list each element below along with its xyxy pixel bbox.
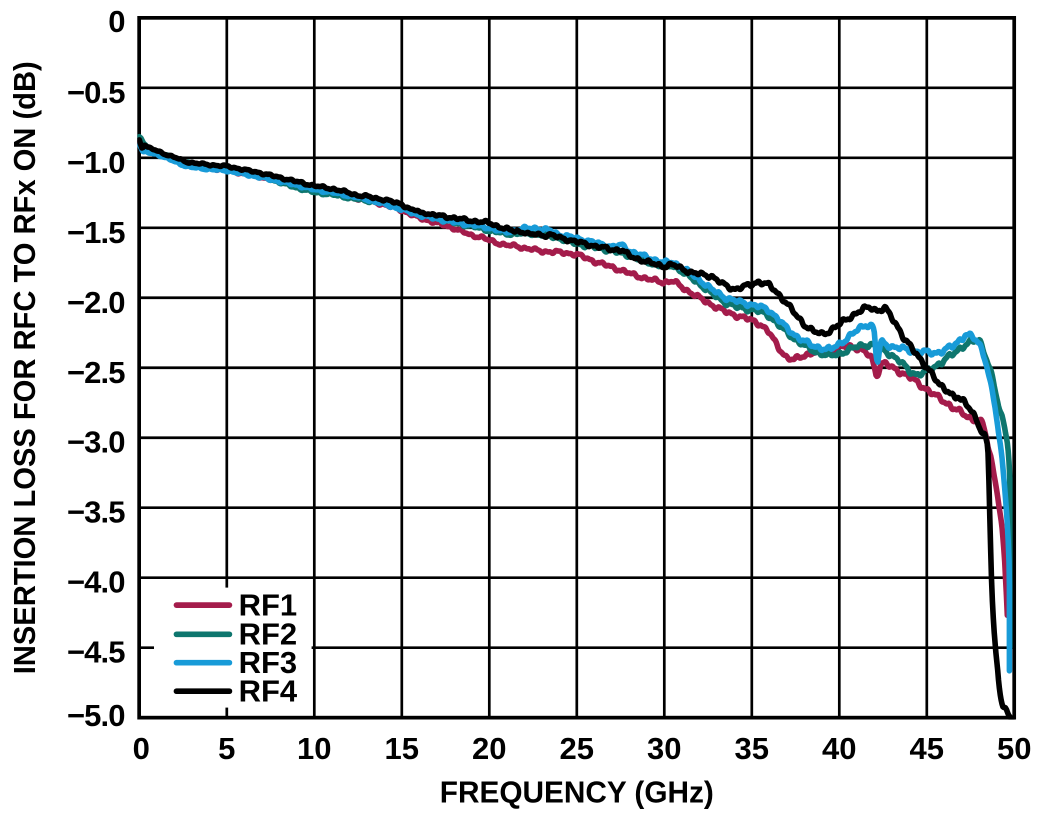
- svg-text:−2.0: −2.0: [67, 285, 126, 320]
- svg-text:30: 30: [647, 731, 681, 766]
- svg-text:FREQUENCY (GHz): FREQUENCY (GHz): [440, 775, 714, 810]
- svg-text:10: 10: [297, 731, 331, 766]
- svg-text:−0.5: −0.5: [67, 75, 126, 110]
- svg-text:−1.5: −1.5: [67, 215, 126, 250]
- svg-text:−4.0: −4.0: [67, 565, 126, 600]
- svg-text:−4.5: −4.5: [67, 635, 126, 670]
- svg-text:50: 50: [997, 731, 1031, 766]
- svg-text:35: 35: [735, 731, 769, 766]
- svg-text:15: 15: [385, 731, 419, 766]
- svg-text:25: 25: [560, 731, 594, 766]
- svg-text:20: 20: [472, 731, 506, 766]
- svg-text:40: 40: [822, 731, 856, 766]
- svg-text:5: 5: [218, 731, 235, 766]
- svg-text:RF1: RF1: [239, 588, 298, 623]
- svg-text:−1.0: −1.0: [67, 145, 126, 180]
- svg-text:RF3: RF3: [239, 645, 298, 680]
- svg-text:−2.5: −2.5: [67, 355, 126, 390]
- svg-text:0: 0: [133, 731, 150, 766]
- svg-text:−3.5: −3.5: [67, 495, 126, 530]
- svg-text:45: 45: [910, 731, 944, 766]
- svg-text:0: 0: [108, 4, 125, 39]
- svg-text:−3.0: −3.0: [67, 425, 126, 460]
- svg-text:INSERTION LOSS FOR RFC TO RFx: INSERTION LOSS FOR RFC TO RFx ON (dB): [7, 61, 42, 674]
- svg-text:−5.0: −5.0: [67, 698, 126, 733]
- svg-text:RF2: RF2: [239, 617, 298, 652]
- svg-text:RF4: RF4: [239, 674, 298, 709]
